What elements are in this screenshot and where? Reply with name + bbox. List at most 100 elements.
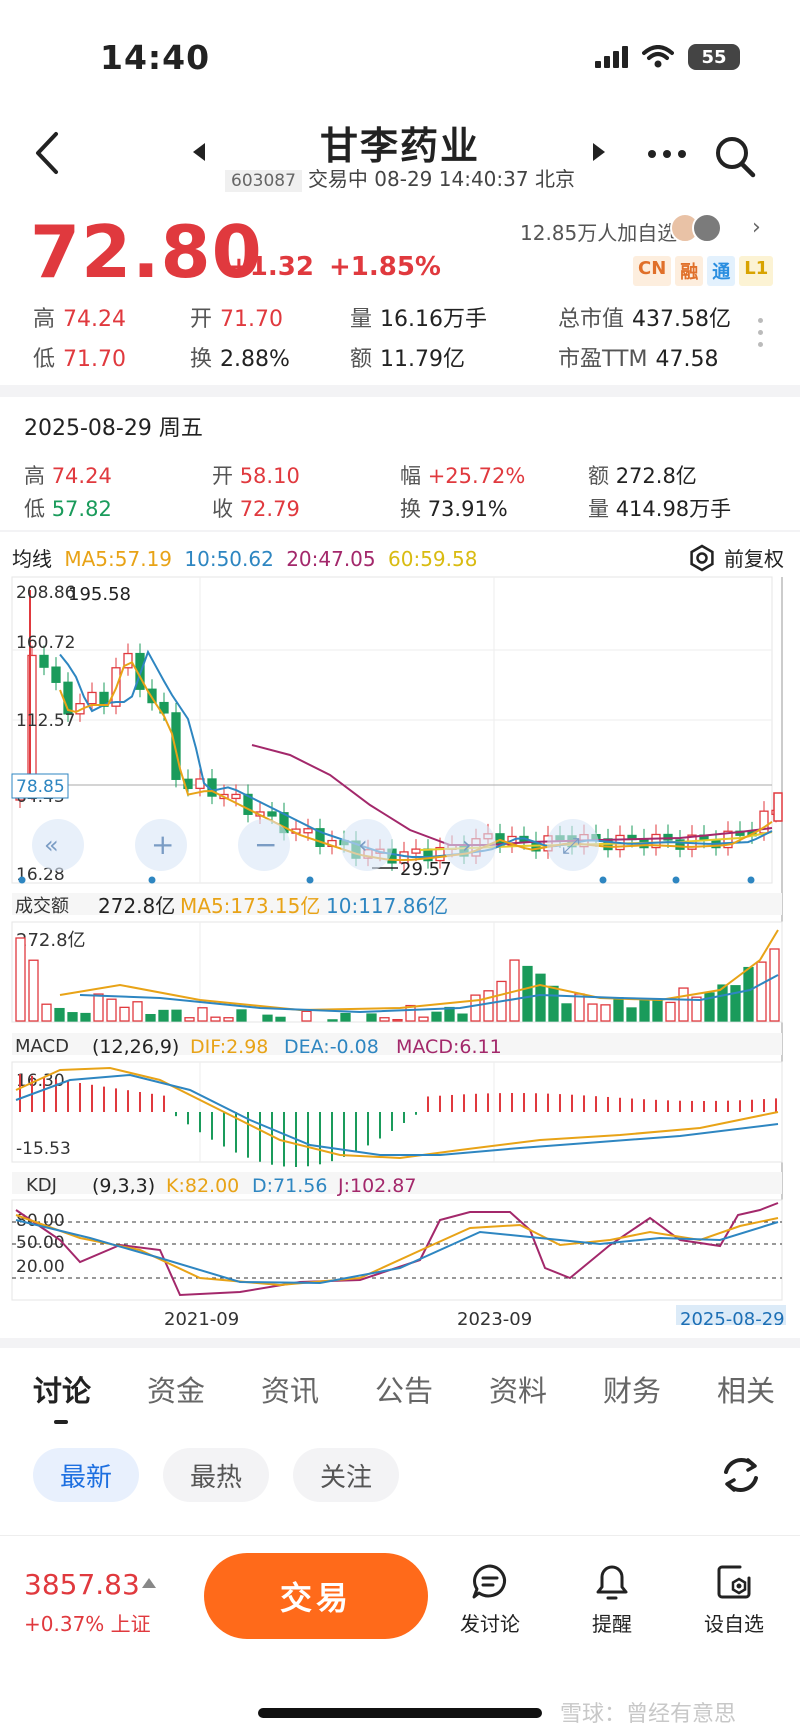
day-turnover: 换 73.91% (400, 497, 508, 521)
volume-bar (379, 1017, 390, 1022)
tab-financials[interactable]: 财务 (603, 1374, 662, 1408)
kdj-k: K:82.00 (166, 1175, 239, 1197)
zoom-out-button[interactable]: − (238, 819, 290, 871)
avatar (692, 213, 722, 243)
volume-bar (743, 966, 754, 1022)
kdj-axis-label: 80.00 (16, 1211, 65, 1231)
kdj-d-line (15, 1219, 779, 1285)
ma5-value: MA5:57.19 (64, 547, 173, 571)
filter-following[interactable]: 关注 (293, 1448, 399, 1502)
watermark: 雪球：曾经有意思 (560, 1702, 737, 1727)
home-indicator[interactable] (258, 1708, 542, 1718)
watcher-avatars[interactable] (670, 213, 722, 243)
kdj-j-line (15, 1202, 779, 1297)
more-icon[interactable] (648, 150, 686, 158)
tab-news[interactable]: 资讯 (261, 1374, 320, 1408)
search-icon[interactable] (712, 133, 758, 179)
volume-bar (67, 1012, 78, 1022)
kdj-d: D:71.56 (252, 1175, 327, 1197)
stat-amount: 额 11.79亿 (350, 347, 465, 372)
candle (87, 691, 97, 705)
tab-funds[interactable]: 资金 (147, 1374, 206, 1408)
index-change[interactable]: +0.37% 上证 (24, 1612, 151, 1636)
back-icon[interactable] (30, 128, 70, 178)
macd-title: MACD (15, 1036, 69, 1057)
prev-stock-icon[interactable] (193, 143, 205, 161)
volume-bar (730, 985, 741, 1022)
macd-dif: DIF:2.98 (190, 1036, 268, 1058)
candle (159, 701, 169, 714)
tag-margin[interactable]: 融 (675, 256, 704, 286)
event-dots[interactable] (18, 876, 755, 884)
candle (99, 691, 109, 707)
settings-icon[interactable] (688, 544, 716, 572)
volume-bar (106, 998, 117, 1022)
volume-bar (262, 1014, 273, 1022)
stat-high: 高 74.24 (33, 307, 126, 332)
stock-subtitle: 603087 交易中 08-29 14:40:37 北京 (0, 163, 800, 192)
stat-low: 低 71.70 (33, 347, 126, 372)
volume-bar (41, 1003, 52, 1022)
change-percent: +1.85% (329, 252, 441, 282)
add-watchlist-button[interactable]: 设自选 (686, 1562, 782, 1637)
x-axis-label: 2021-09 (164, 1309, 239, 1325)
stock-tags[interactable]: CN 融 通 L1 (633, 256, 774, 286)
volume-bar (236, 1009, 247, 1022)
volume-bar (678, 987, 689, 1022)
wifi-icon (642, 45, 674, 68)
volume-bar (171, 1009, 182, 1022)
min-price-label: 29.57 (400, 859, 452, 880)
candle (651, 833, 661, 849)
tab-profile[interactable]: 资料 (489, 1374, 548, 1408)
change-amount: +1.32 (228, 252, 314, 282)
more-stats-icon[interactable] (758, 318, 763, 347)
candle (267, 811, 277, 817)
discuss-button[interactable]: 发讨论 (442, 1562, 538, 1637)
trade-button[interactable]: 交易 (204, 1553, 428, 1639)
candle (39, 654, 49, 668)
watchers-count[interactable]: 12.85万人加自选 (520, 221, 678, 245)
price-axis-label: 208.86 (16, 583, 75, 603)
day-amount: 额 272.8亿 (588, 464, 697, 488)
filter-hot[interactable]: 最热 (163, 1448, 269, 1502)
volume-bar (431, 1011, 442, 1022)
chevron-right-icon[interactable]: › (752, 215, 761, 240)
tab-related[interactable]: 相关 (717, 1374, 776, 1408)
stat-market-cap: 总市值 437.58亿 (558, 307, 731, 332)
volume-bar (119, 1006, 130, 1022)
day-low: 低 57.82 (24, 497, 112, 521)
volume-bar (145, 1013, 156, 1022)
chat-icon (472, 1564, 506, 1599)
next-stock-icon[interactable] (593, 143, 605, 161)
tag-connect[interactable]: 通 (707, 256, 736, 286)
macd-axis-top: 16.30 (16, 1071, 65, 1091)
ma20-value: 20:47.05 (286, 547, 376, 571)
filter-latest[interactable]: 最新 (33, 1448, 139, 1502)
volume-bar (470, 994, 481, 1022)
adjust-toggle[interactable]: 前复权 (688, 543, 784, 572)
tab-announcements[interactable]: 公告 (375, 1374, 434, 1408)
pan-left-button[interactable]: ‹ (341, 819, 393, 871)
divider (0, 1338, 800, 1348)
volume-bar (158, 1009, 169, 1022)
remind-button[interactable]: 提醒 (564, 1562, 660, 1637)
volume-bar (54, 1007, 65, 1022)
volume-bar (613, 997, 624, 1022)
svg-text:+: + (151, 828, 174, 861)
zoom-in-button[interactable]: + (135, 819, 187, 871)
scroll-left-button[interactable]: « (32, 819, 84, 871)
volume-bar (132, 1001, 143, 1022)
macd-dif-line (15, 1066, 779, 1160)
tag-cn[interactable]: CN (633, 256, 672, 286)
pan-right-button[interactable]: › (444, 819, 496, 871)
tag-level1[interactable]: L1 (739, 256, 774, 286)
volume-bar (691, 996, 702, 1022)
volume-bar (223, 1017, 234, 1022)
candle (231, 793, 241, 800)
tab-discussion[interactable]: 讨论 (33, 1374, 92, 1408)
volume-bar (418, 1016, 429, 1022)
stock-chart[interactable]: 208.86 160.72 112.57 64.43 16.28 195.58 … (0, 570, 800, 1325)
fullscreen-button[interactable]: ⤢ (547, 819, 599, 871)
refresh-icon[interactable] (718, 1452, 764, 1498)
index-value[interactable]: 3857.83 (24, 1568, 140, 1601)
